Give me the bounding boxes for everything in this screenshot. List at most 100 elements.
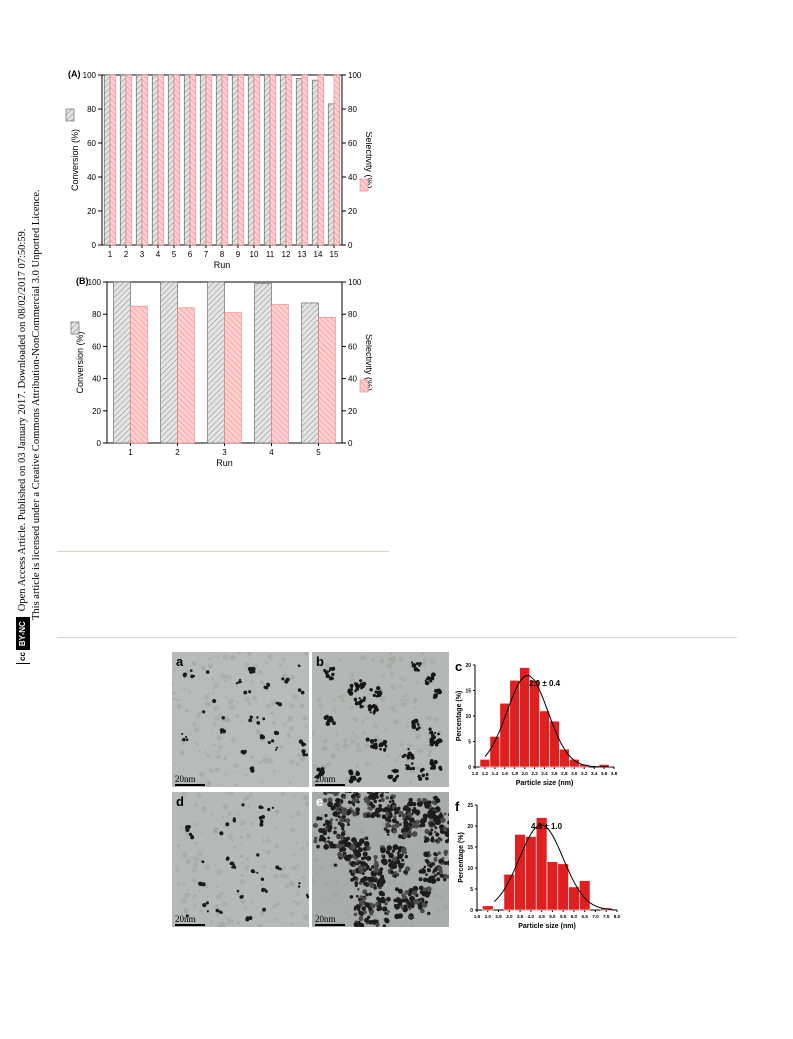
nanoparticle xyxy=(328,676,334,681)
y-tick-label: 15 xyxy=(465,689,471,695)
nanoparticle xyxy=(189,669,193,672)
nanoparticle xyxy=(439,873,445,878)
nanoparticle xyxy=(378,799,382,803)
x-tick-label: 10 xyxy=(250,250,259,259)
background-grain xyxy=(251,679,255,684)
background-grain xyxy=(226,917,232,923)
nanoparticle xyxy=(353,864,356,867)
x-tick-label: 3.0 xyxy=(571,771,578,776)
nanoparticle xyxy=(327,797,333,803)
background-grain xyxy=(304,724,308,729)
nanoparticle xyxy=(433,694,438,699)
nanoparticle xyxy=(440,817,446,823)
nanoparticle xyxy=(205,901,209,905)
nanoparticle xyxy=(325,721,330,727)
background-grain xyxy=(296,753,302,758)
background-grain xyxy=(319,683,322,686)
nanoparticle xyxy=(404,854,409,859)
x-tick-label: 14 xyxy=(314,250,323,259)
background-grain xyxy=(186,888,190,891)
nanoparticle xyxy=(305,893,309,897)
x-tick-label: 3 xyxy=(140,250,145,259)
nanoparticle xyxy=(365,813,371,818)
nanoparticle xyxy=(439,859,444,864)
background-grain xyxy=(285,741,288,744)
background-grain xyxy=(287,715,294,722)
background-grain xyxy=(240,861,243,864)
nanoparticle xyxy=(337,815,341,819)
nanoparticle xyxy=(419,908,425,914)
background-grain xyxy=(295,841,299,845)
license-text[interactable]: This article is licensed under a Creativ… xyxy=(31,189,42,620)
background-grain xyxy=(248,657,252,660)
nanoparticle xyxy=(417,902,424,909)
nanoparticle xyxy=(401,755,405,759)
background-grain xyxy=(346,914,351,919)
nanoparticle xyxy=(361,906,366,911)
background-grain xyxy=(289,703,295,709)
nanoparticle xyxy=(395,769,399,773)
legend-swatch-selectivity xyxy=(359,379,369,393)
background-grain xyxy=(233,763,239,768)
nanoparticle xyxy=(331,672,335,677)
nanoparticle xyxy=(235,682,239,685)
horizontal-rule-short xyxy=(57,551,389,552)
background-grain xyxy=(233,846,237,850)
y-tick-label-right: 60 xyxy=(348,342,357,351)
nanoparticle xyxy=(337,812,341,815)
background-grain xyxy=(322,746,329,752)
background-grain xyxy=(191,867,197,873)
nanoparticle xyxy=(374,690,378,694)
panel-label-e: e xyxy=(316,794,324,809)
tem-texture-a xyxy=(172,652,309,787)
background-grain xyxy=(289,759,295,764)
background-grain xyxy=(410,923,415,927)
panel-label: c xyxy=(455,659,462,674)
background-grain xyxy=(206,895,209,898)
background-grain xyxy=(183,892,190,899)
nanoparticle xyxy=(405,815,410,820)
nanoparticle xyxy=(357,847,363,853)
background-grain xyxy=(216,923,223,927)
nanoparticle xyxy=(443,849,449,855)
x-tick-label: 2.4 xyxy=(541,771,548,776)
tem-image-d: d 20nm xyxy=(172,792,309,927)
y-tick-label: 15 xyxy=(467,845,473,851)
background-grain xyxy=(178,882,181,886)
background-grain xyxy=(247,701,252,706)
background-grain xyxy=(185,859,192,865)
background-grain xyxy=(184,688,187,691)
background-grain xyxy=(240,842,243,845)
background-grain xyxy=(204,750,207,754)
nanoparticle xyxy=(427,911,431,916)
nanoparticle xyxy=(341,827,345,831)
nanoparticle xyxy=(373,859,377,862)
nanoparticle xyxy=(237,680,241,684)
nanoparticle xyxy=(362,851,368,857)
nanoparticle xyxy=(378,804,382,808)
nanoparticle xyxy=(206,910,209,913)
nanoparticle xyxy=(386,804,391,808)
nanoparticle xyxy=(428,727,432,730)
background-grain xyxy=(221,815,225,819)
nanoparticle xyxy=(374,861,379,866)
nanoparticle xyxy=(366,792,371,794)
selectivity-bar xyxy=(224,312,242,444)
background-grain xyxy=(212,691,215,694)
background-grain xyxy=(280,872,286,879)
nanoparticle xyxy=(367,905,370,909)
nanoparticle xyxy=(411,808,418,814)
x-tick-label: 6 xyxy=(188,250,193,259)
cc-license-badge[interactable]: cc BY-NC xyxy=(16,617,30,664)
histogram-bar xyxy=(559,748,570,768)
nanoparticle xyxy=(403,753,407,757)
horizontal-rule-long xyxy=(57,637,737,638)
x-tick-label: 5 xyxy=(316,448,321,457)
nanoparticle xyxy=(433,759,438,765)
nanoparticle xyxy=(398,862,404,869)
nanoparticle xyxy=(397,888,403,894)
background-grain xyxy=(191,660,197,666)
background-grain xyxy=(214,715,220,721)
histogram-bar xyxy=(514,834,526,911)
nanoparticle xyxy=(406,764,410,767)
